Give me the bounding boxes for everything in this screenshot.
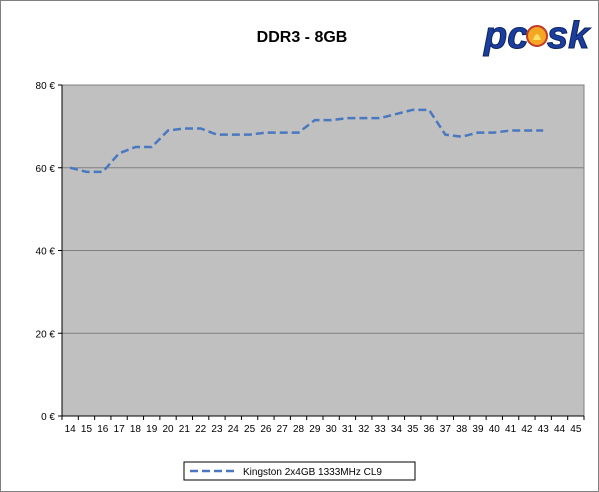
y-tick-label: 40 € xyxy=(36,247,56,258)
x-tick-label: 28 xyxy=(293,424,305,435)
x-tick-label: 20 xyxy=(162,424,174,435)
y-axis: 0 € 20 € 40 € 60 € 80 € xyxy=(36,81,63,423)
x-tick-label: 24 xyxy=(228,424,240,435)
legend-label: Kingston 2x4GB 1333MHz CL9 xyxy=(243,467,382,478)
svg-text:pc: pc xyxy=(483,15,528,57)
x-tick-label: 36 xyxy=(423,424,435,435)
grid-lines xyxy=(62,167,584,334)
series-line xyxy=(69,108,544,174)
y-tick-label: 0 € xyxy=(41,412,55,423)
legend: Kingston 2x4GB 1333MHz CL9 xyxy=(183,461,416,481)
pcesk-logo: pc sk xyxy=(483,15,592,58)
x-tick-label: 17 xyxy=(114,424,126,435)
x-tick-label: 15 xyxy=(81,424,93,435)
x-tick-label: 41 xyxy=(505,424,517,435)
x-tick-label: 25 xyxy=(244,424,256,435)
x-tick-label: 43 xyxy=(538,424,550,435)
x-tick-label: 45 xyxy=(570,424,582,435)
series-lines xyxy=(69,108,544,174)
legend-box xyxy=(183,461,416,481)
x-tick-label: 42 xyxy=(521,424,533,435)
x-tick-label: 37 xyxy=(440,424,452,435)
x-tick-label: 33 xyxy=(375,424,387,435)
y-tick-label: 20 € xyxy=(36,329,56,340)
x-axis: 14 15 16 17 18 19 20 21 22 23 24 25 26 27 28 29 30 31 32 33… xyxy=(61,415,585,435)
x-tick-label: 39 xyxy=(472,424,484,435)
chart-title: DDR3 - 8GB xyxy=(257,29,348,46)
x-tick-label: 32 xyxy=(358,424,370,435)
x-tick-label: 31 xyxy=(342,424,354,435)
x-tick-label: 26 xyxy=(260,424,272,435)
y-tick-label: 80 € xyxy=(36,81,56,92)
x-tick-label: 21 xyxy=(179,424,191,435)
svg-text:sk: sk xyxy=(547,15,591,57)
x-tick-label: 34 xyxy=(391,424,403,435)
x-tick-label: 30 xyxy=(326,424,338,435)
x-tick-label: 16 xyxy=(97,424,109,435)
x-tick-label: 19 xyxy=(146,424,158,435)
x-tick-label: 22 xyxy=(195,424,207,435)
x-tick-label: 18 xyxy=(130,424,142,435)
x-tick-label: 29 xyxy=(309,424,321,435)
x-tick-label: 38 xyxy=(456,424,468,435)
x-tick-label: 23 xyxy=(211,424,223,435)
y-tick-label: 60 € xyxy=(36,164,56,175)
x-tick-label: 40 xyxy=(489,424,501,435)
x-tick-label: 35 xyxy=(407,424,419,435)
x-tick-label: 44 xyxy=(554,424,566,435)
x-tick-label: 14 xyxy=(65,424,77,435)
x-tick-label: 27 xyxy=(277,424,289,435)
